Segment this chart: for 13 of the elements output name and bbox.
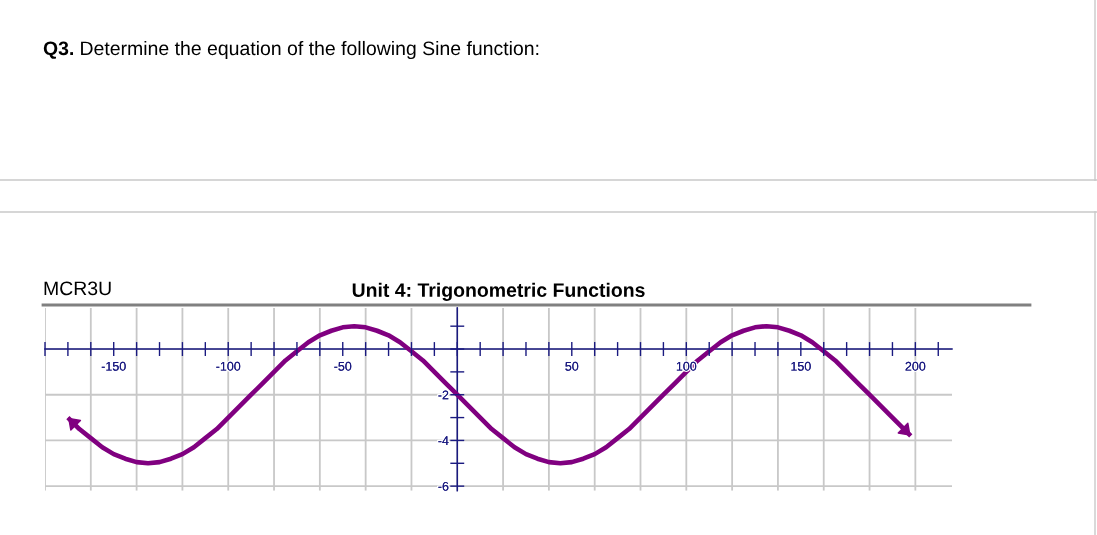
x-tick-label: -100 (216, 361, 241, 371)
x-tick-label: 200 (905, 361, 926, 371)
x-tick-label: 150 (791, 361, 811, 371)
text: MCR3U (44, 281, 111, 296)
chart-title: Unit 4: Trigonometric Functions (352, 282, 645, 301)
text: Q3. (43, 41, 73, 59)
x-tick-label: -50 (334, 361, 352, 371)
y-tick-label: -2 (438, 390, 449, 400)
y-tick-label: -6 (438, 481, 449, 491)
y-tick-label: -4 (438, 436, 449, 445)
text: Determine the equation of the following Sine function: (81, 40, 539, 60)
x-tick-label: 50 (565, 361, 579, 371)
x-tick-label: -150 (101, 361, 126, 371)
